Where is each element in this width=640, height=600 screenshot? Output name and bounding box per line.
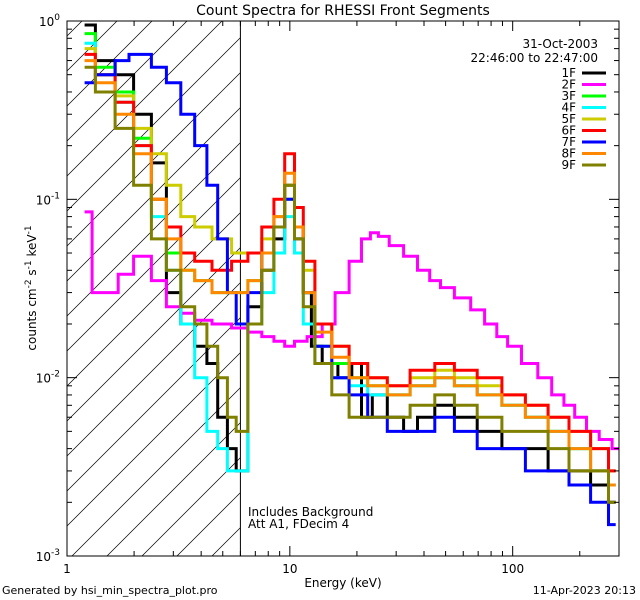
x-tick-label: 1: [63, 562, 71, 576]
hatch-line: [141, 457, 241, 557]
y-tick-label: 10-1: [36, 191, 60, 207]
hatch-line: [66, 352, 241, 527]
hatch-line: [211, 527, 241, 557]
series-2F-line: [84, 210, 619, 451]
legend-label-1F: 1F: [561, 66, 576, 80]
legend-label-8F: 8F: [561, 147, 576, 161]
hatch-line: [66, 20, 223, 177]
hatch-line: [66, 20, 83, 37]
series-9F-line: [84, 65, 616, 504]
hatch-line: [66, 282, 241, 457]
y-tick-label: 10-2: [36, 370, 60, 386]
hatch-line: [66, 212, 241, 387]
legend-label-9F: 9F: [561, 158, 576, 172]
hatch-line: [66, 20, 118, 72]
series-layer: [84, 23, 619, 527]
hatch-line: [66, 37, 241, 212]
annotation-background: Includes Background: [248, 505, 373, 519]
hatch-line: [106, 422, 241, 557]
legend-label-6F: 6F: [561, 124, 576, 138]
hatch-line: [66, 317, 241, 492]
x-axis: 1 10 100: [63, 21, 620, 576]
hatch-line: [66, 107, 241, 282]
hatch-line: [66, 247, 241, 422]
hatch-line: [176, 492, 241, 557]
legend-label-5F: 5F: [561, 112, 576, 126]
hatch-line: [66, 72, 241, 247]
date-label: 31-Oct-2003: [522, 37, 598, 51]
chart-title: Count Spectra for RHESSI Front Segments: [196, 3, 490, 19]
y-axis-label: counts cm-2 s-1 keV-1: [24, 225, 39, 350]
time-range-label: 22:46:00 to 22:47:00: [471, 51, 598, 65]
hatch-line: [66, 20, 153, 107]
x-tick-label: 10: [282, 562, 297, 576]
hatch-line: [66, 20, 188, 142]
x-axis-label: Energy (keV): [304, 576, 381, 590]
series-6F-line: [84, 52, 616, 473]
hatch-line: [66, 177, 241, 352]
hatch-line: [71, 387, 241, 557]
footer-generated-by: Generated by hsi_min_spectra_plot.pro: [2, 584, 218, 597]
footer-timestamp: 11-Apr-2023 20:13: [533, 584, 636, 597]
legend-label-3F: 3F: [561, 89, 576, 103]
plot-frame: [66, 20, 620, 557]
hatch-line: [66, 142, 241, 317]
legend-label-4F: 4F: [561, 101, 576, 115]
legend-label-7F: 7F: [561, 135, 576, 149]
annotation-attenuator: Att A1, FDecim 4: [248, 517, 349, 531]
y-tick-label: 100: [39, 13, 60, 29]
legend-label-2F: 2F: [561, 78, 576, 92]
series-7F-line: [84, 52, 616, 527]
x-tick-label: 100: [501, 562, 524, 576]
y-tick-label: 10-3: [36, 548, 60, 564]
